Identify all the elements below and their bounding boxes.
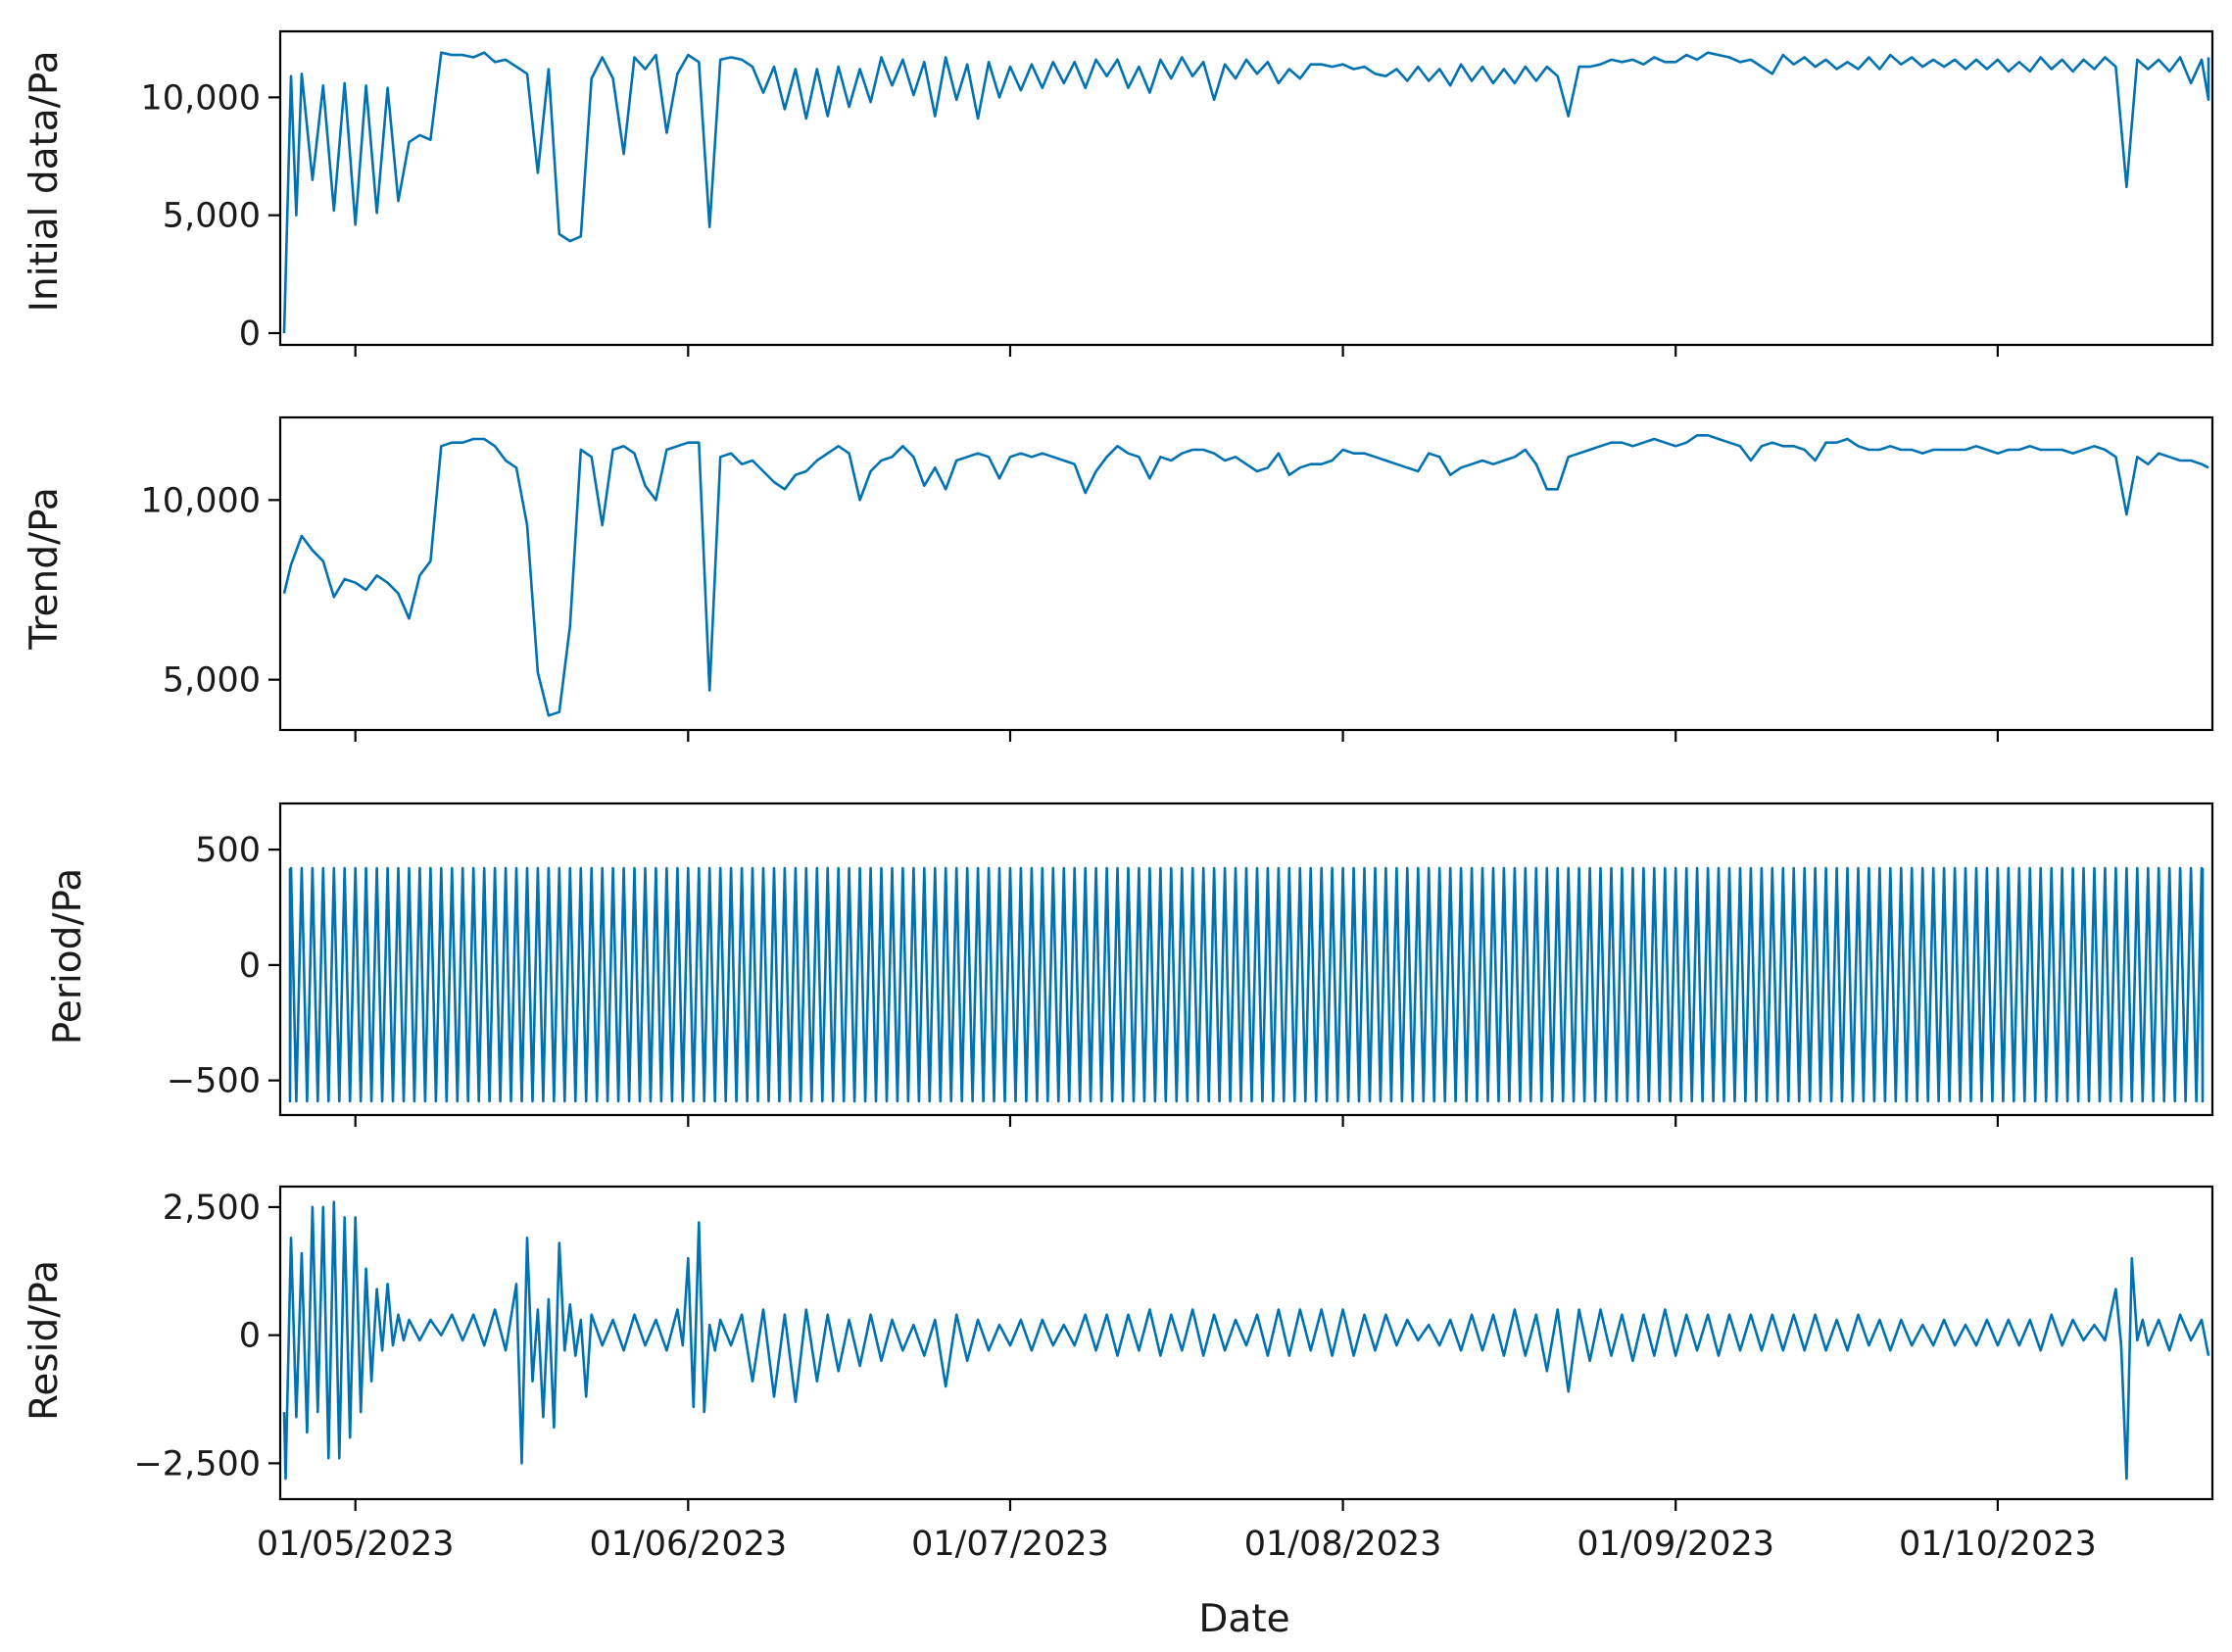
x-tick-label: 01/10/2023 (1899, 1525, 2097, 1564)
plot-frame (278, 29, 2214, 347)
panel-initial-data: Initial data/Pa 0 5,000 10,000 (23, 29, 2214, 357)
ylabel-initial-data: Initial data/Pa (23, 51, 67, 313)
y-tick-label: 0 (239, 947, 261, 986)
xlabel-date: Date (1198, 1597, 1289, 1641)
panel-resid: Resid/Pa −2,500 0 2,500 01/05/2023 01/06/202… (23, 1185, 2214, 1564)
y-tick-label: −500 (167, 1062, 261, 1101)
series-line (282, 51, 2210, 334)
plot-frame (278, 415, 2214, 732)
y-tick-label: 5,000 (163, 661, 261, 701)
plot-frame (278, 802, 2214, 1117)
series-line (282, 434, 2209, 717)
x-tick-label: 01/09/2023 (1577, 1525, 1774, 1564)
x-tick-label: 01/07/2023 (911, 1525, 1109, 1564)
y-tick-label: 10,000 (141, 78, 261, 118)
ylabel-trend: Trend/Pa (23, 487, 67, 651)
x-tick-label: 01/05/2023 (257, 1525, 455, 1564)
panel-period: Period/Pa −500 0 500 (46, 802, 2214, 1127)
y-tick-label: 10,000 (141, 481, 261, 520)
y-tick-label: −2,500 (133, 1444, 261, 1483)
y-tick-label: 2,500 (163, 1189, 261, 1228)
y-tick-label: 500 (195, 831, 261, 870)
plot-frame (278, 1185, 2214, 1501)
series-line (288, 866, 2205, 1103)
x-tick-label: 01/06/2023 (589, 1525, 787, 1564)
y-tick-label: 5,000 (163, 197, 261, 236)
y-tick-label: 0 (239, 315, 261, 354)
ylabel-period: Period/Pa (46, 868, 90, 1045)
ylabel-resid: Resid/Pa (23, 1260, 67, 1421)
x-tick-label: 01/08/2023 (1244, 1525, 1442, 1564)
y-tick-label: 0 (239, 1317, 261, 1356)
series-line (282, 1200, 2210, 1481)
panel-trend: Trend/Pa 5,000 10,000 (23, 415, 2214, 742)
